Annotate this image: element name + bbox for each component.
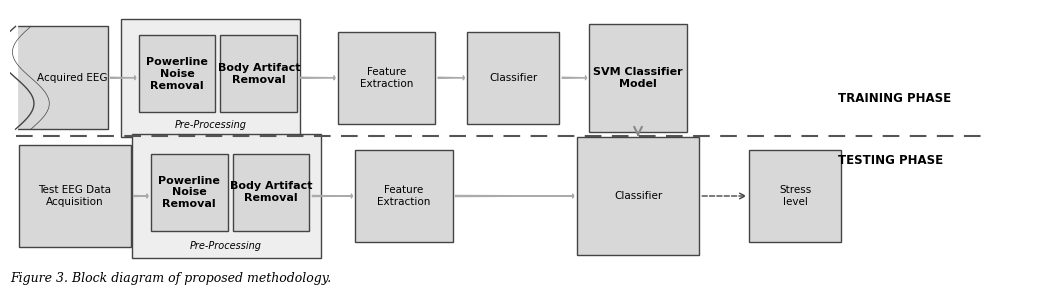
Text: TESTING PHASE: TESTING PHASE bbox=[839, 154, 944, 166]
Text: Pre-Processing: Pre-Processing bbox=[175, 121, 247, 131]
FancyBboxPatch shape bbox=[19, 145, 131, 247]
Text: Classifier: Classifier bbox=[489, 73, 537, 83]
FancyBboxPatch shape bbox=[233, 154, 310, 231]
Text: Feature
Extraction: Feature Extraction bbox=[360, 67, 413, 88]
FancyBboxPatch shape bbox=[338, 32, 435, 124]
Text: Body Artifact
Removal: Body Artifact Removal bbox=[218, 63, 300, 85]
Text: Powerline
Noise
Removal: Powerline Noise Removal bbox=[159, 175, 220, 209]
FancyBboxPatch shape bbox=[750, 150, 842, 242]
FancyBboxPatch shape bbox=[16, 26, 107, 129]
FancyBboxPatch shape bbox=[151, 154, 227, 231]
Text: Pre-Processing: Pre-Processing bbox=[190, 241, 262, 251]
Text: Body Artifact
Removal: Body Artifact Removal bbox=[229, 181, 312, 203]
FancyBboxPatch shape bbox=[467, 32, 559, 124]
FancyBboxPatch shape bbox=[131, 134, 320, 258]
Text: Acquired EEG: Acquired EEG bbox=[37, 73, 107, 83]
Text: Classifier: Classifier bbox=[614, 191, 662, 201]
Text: Feature
Extraction: Feature Extraction bbox=[378, 185, 431, 207]
FancyBboxPatch shape bbox=[139, 35, 215, 112]
Text: Figure 3. Block diagram of proposed methodology.: Figure 3. Block diagram of proposed meth… bbox=[10, 272, 332, 285]
Text: Stress
level: Stress level bbox=[779, 185, 811, 207]
FancyBboxPatch shape bbox=[589, 24, 686, 132]
Text: Powerline
Noise
Removal: Powerline Noise Removal bbox=[146, 57, 208, 91]
FancyBboxPatch shape bbox=[220, 35, 297, 112]
FancyBboxPatch shape bbox=[356, 150, 453, 242]
Text: TRAINING PHASE: TRAINING PHASE bbox=[839, 92, 951, 105]
FancyBboxPatch shape bbox=[577, 137, 700, 255]
Text: Test EEG Data
Acquisition: Test EEG Data Acquisition bbox=[39, 185, 112, 207]
FancyBboxPatch shape bbox=[121, 19, 300, 137]
Text: SVM Classifier
Model: SVM Classifier Model bbox=[593, 67, 683, 88]
